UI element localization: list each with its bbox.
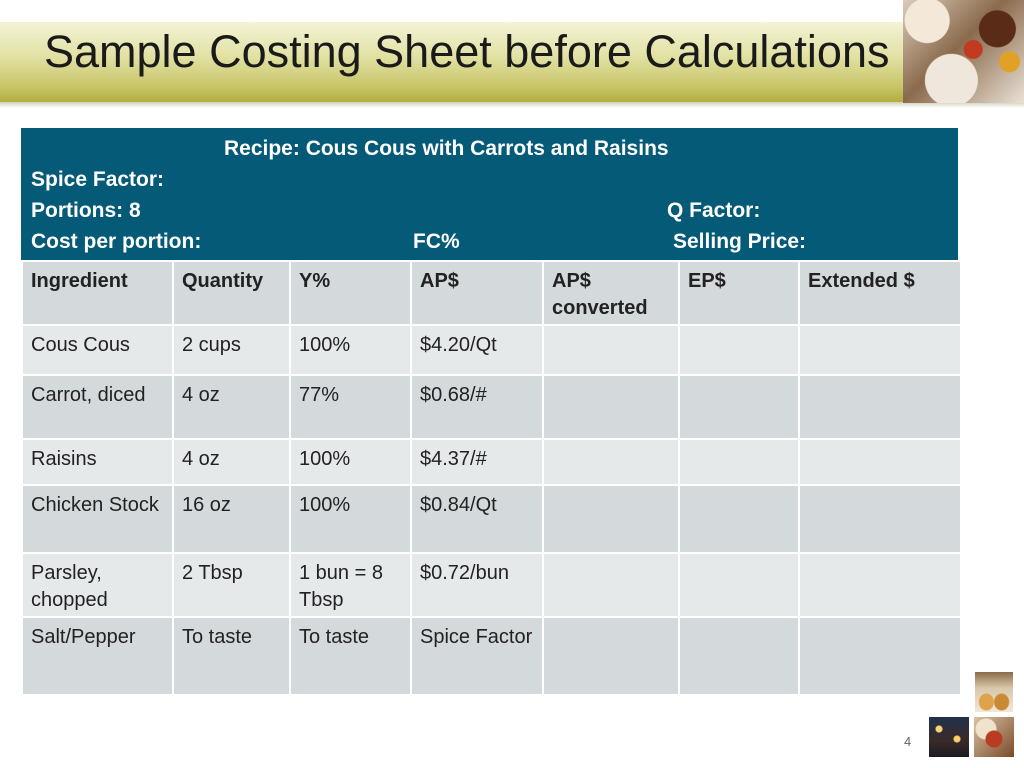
- cell-ingredient: Salt/Pepper: [21, 616, 174, 696]
- cell-ap-price: $0.84/Qt: [410, 484, 544, 554]
- cell-ap-price: $0.68/#: [410, 374, 544, 440]
- table-row: Parsley, chopped 2 Tbsp 1 bun = 8 Tbsp $…: [21, 552, 962, 618]
- cell-ap-converted: [542, 616, 680, 696]
- cell-ap-converted: [542, 484, 680, 554]
- cell-ep-price: [678, 484, 800, 554]
- recipe-header: Recipe: Cous Cous with Carrots and Raisi…: [21, 128, 958, 260]
- title-bar: [0, 22, 1024, 102]
- header-ap-converted: AP$ converted: [542, 260, 680, 326]
- cell-quantity: 4 oz: [172, 438, 291, 486]
- cell-quantity: 2 cups: [172, 324, 291, 376]
- cell-yield: 77%: [289, 374, 412, 440]
- cell-extended-cost: [798, 484, 962, 554]
- cell-yield: To taste: [289, 616, 412, 696]
- portions-label: Portions: 8: [31, 199, 141, 222]
- q-factor-label: Q Factor:: [667, 199, 761, 222]
- cell-ap-price: $4.20/Qt: [410, 324, 544, 376]
- costing-table: Ingredient Quantity Y% AP$ AP$ converted…: [21, 260, 962, 696]
- cell-ap-converted: [542, 324, 680, 376]
- fc-percent-label: FC%: [413, 230, 460, 253]
- cell-ep-price: [678, 552, 800, 618]
- table-row: Carrot, diced 4 oz 77% $0.68/#: [21, 374, 962, 440]
- cell-quantity: To taste: [172, 616, 291, 696]
- recipe-name: Recipe: Cous Cous with Carrots and Raisi…: [224, 137, 669, 160]
- table-row: Cous Cous 2 cups 100% $4.20/Qt: [21, 324, 962, 376]
- header-ep-price: EP$: [678, 260, 800, 326]
- cell-ingredient: Chicken Stock: [21, 484, 174, 554]
- header-ingredient: Ingredient: [21, 260, 174, 326]
- restaurant-photo-thumbnail: [929, 717, 969, 757]
- table-row: Raisins 4 oz 100% $4.37/#: [21, 438, 962, 486]
- title-bar-shadow: [0, 102, 1024, 108]
- cell-quantity: 2 Tbsp: [172, 552, 291, 618]
- selling-price-label: Selling Price:: [673, 230, 807, 253]
- cell-ap-price: $0.72/bun: [410, 552, 544, 618]
- cell-extended-cost: [798, 616, 962, 696]
- dish-photo-thumbnail: [974, 717, 1014, 757]
- cell-extended-cost: [798, 374, 962, 440]
- cell-ap-converted: [542, 438, 680, 486]
- cell-ap-converted: [542, 552, 680, 618]
- cell-quantity: 16 oz: [172, 484, 291, 554]
- cost-per-portion-label: Cost per portion:: [31, 230, 202, 253]
- cell-yield: 100%: [289, 324, 412, 376]
- cell-ap-price: $4.37/#: [410, 438, 544, 486]
- cell-yield: 100%: [289, 484, 412, 554]
- slide-title: Sample Costing Sheet before Calculations: [44, 26, 890, 77]
- drinks-photo-thumbnail: [975, 672, 1013, 712]
- cell-ep-price: [678, 324, 800, 376]
- table-header-row: Ingredient Quantity Y% AP$ AP$ converted…: [21, 260, 962, 326]
- cell-yield: 1 bun = 8 Tbsp: [289, 552, 412, 618]
- table-row: Salt/Pepper To taste To taste Spice Fact…: [21, 616, 962, 696]
- header-extended-cost: Extended $: [798, 260, 962, 326]
- spice-factor-label: Spice Factor:: [31, 168, 165, 191]
- table-row: Chicken Stock 16 oz 100% $0.84/Qt: [21, 484, 962, 554]
- cell-ingredient: Parsley, chopped: [21, 552, 174, 618]
- header-ap-price: AP$: [410, 260, 544, 326]
- cell-ap-converted: [542, 374, 680, 440]
- header-yield-percent: Y%: [289, 260, 412, 326]
- cell-extended-cost: [798, 438, 962, 486]
- food-photo-corner: [903, 0, 1024, 103]
- cell-yield: 100%: [289, 438, 412, 486]
- cell-ap-price: Spice Factor: [410, 616, 544, 696]
- cell-extended-cost: [798, 324, 962, 376]
- cell-extended-cost: [798, 552, 962, 618]
- cell-ep-price: [678, 438, 800, 486]
- page-number: 4: [904, 734, 912, 749]
- cell-quantity: 4 oz: [172, 374, 291, 440]
- cell-ep-price: [678, 616, 800, 696]
- header-quantity: Quantity: [172, 260, 291, 326]
- cell-ep-price: [678, 374, 800, 440]
- cell-ingredient: Carrot, diced: [21, 374, 174, 440]
- cell-ingredient: Cous Cous: [21, 324, 174, 376]
- cell-ingredient: Raisins: [21, 438, 174, 486]
